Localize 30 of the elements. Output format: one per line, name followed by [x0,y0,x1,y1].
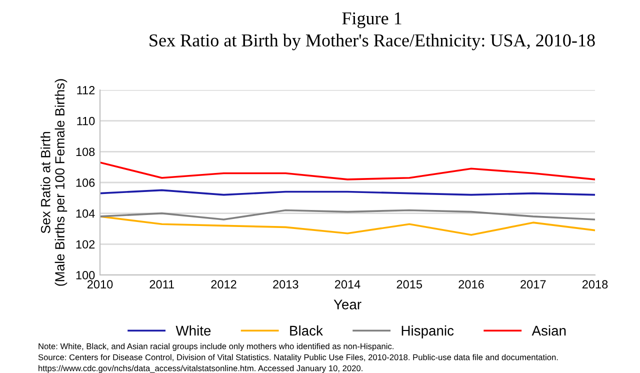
y-tick-label: 110 [77,116,95,126]
line-series [100,162,595,180]
x-axis-title: Year [334,300,362,310]
x-tick-label: 2012 [211,280,236,289]
x-tick-label: 2010 [87,280,113,289]
legend-label: Hispanic [402,325,454,338]
y-tick-label: 112 [77,86,95,94]
x-tick-label: 2016 [458,280,484,289]
y-tick-label: 106 [76,178,95,187]
text: https://www.cdc.gov/nchs/data_access/vitalstatsonline.htm. Accessed January 10, 2020. [38,365,362,373]
x-tick-label: 2013 [273,280,298,289]
line-series [100,209,595,220]
y-tick-label: 100 [76,271,95,280]
line-series [100,216,595,236]
x-tick-label: 2018 [582,280,608,289]
x-tick-label: 2017 [520,280,546,289]
x-tick-label: 2011 [150,280,174,289]
chart-title: Figure 1 [342,12,402,28]
chart-subtitle: Sex Ratio at Birth by Mother's Race/Ethnicity: USA, 2010-18 [150,34,595,50]
text: Note: White, Black, and Asian racial groups include only mothers who identified as non-Hispanic. [38,343,394,351]
legend-label: Black [290,325,323,336]
y-axis-title: Sex Ratio at Birth (Male Births per 100 Female Births) [40,79,68,286]
legend-label: White [176,325,211,336]
x-tick-label: 2014 [334,280,360,289]
y-tick-label: 102 [76,240,95,249]
legend-label: Asian [532,325,566,336]
y-tick-label: 108 [76,148,95,156]
y-tick-label: 104 [76,209,95,218]
x-tick-label: 2015 [396,280,422,289]
source-note: Source: Centers for Disease Control, Division of Vital Statistics. Natality Public Use Files, 2010-2018. Public-use data file and documentation. [38,354,558,362]
